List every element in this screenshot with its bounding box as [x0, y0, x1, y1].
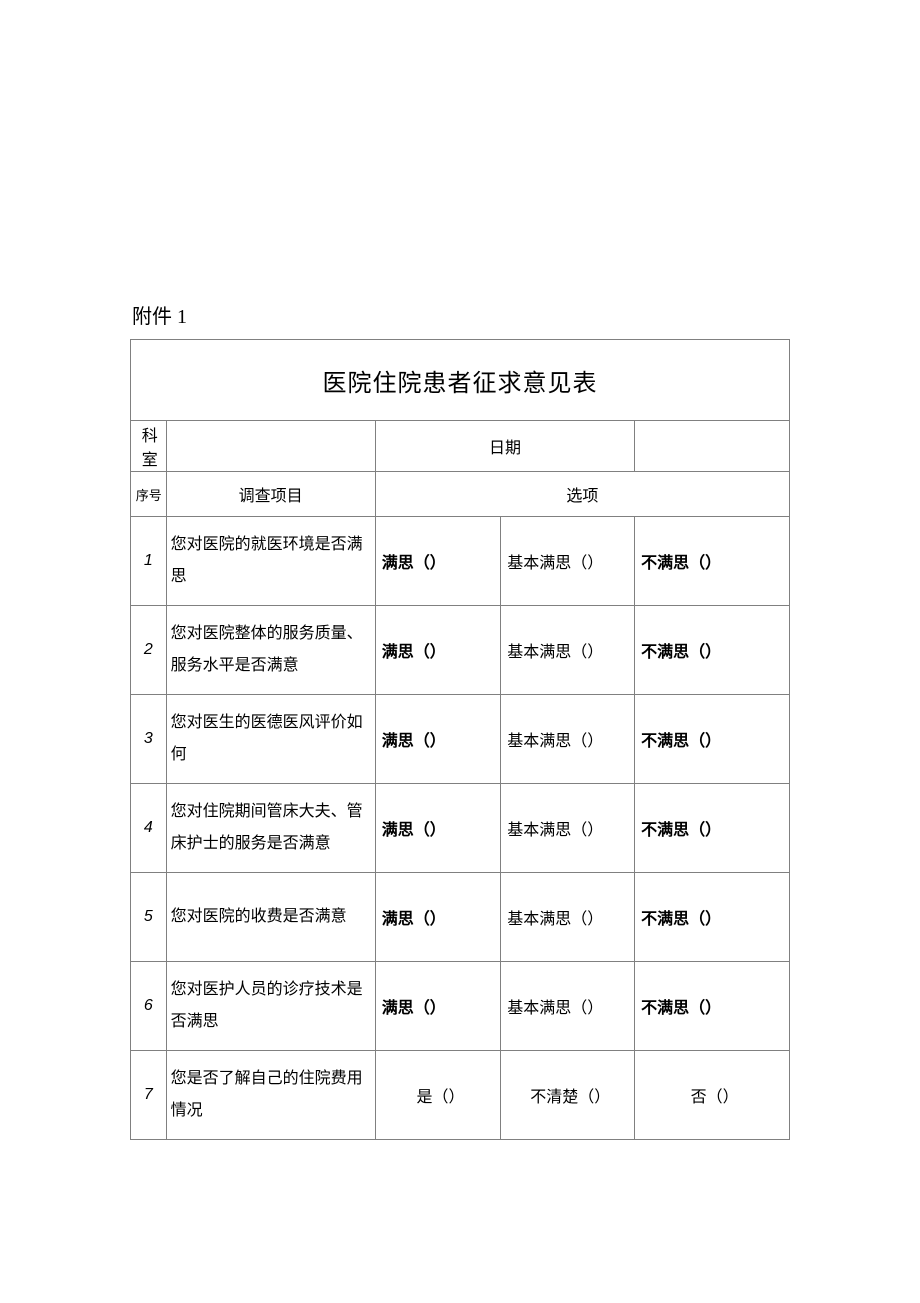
- row-number: 4: [131, 784, 167, 873]
- row-number: 5: [131, 873, 167, 962]
- header-row: 序号 调查项目 选项: [131, 472, 790, 517]
- table-row: 4您对住院期间管床大夫、管床护士的服务是否满意满思（）基本满思（）不满思（）: [131, 784, 790, 873]
- option-cell[interactable]: 满思（）: [375, 606, 501, 695]
- table-row: 1您对医院的就医环境是否满思满思（）基本满思（）不满思（）: [131, 517, 790, 606]
- dept-value[interactable]: [166, 421, 375, 472]
- option-cell[interactable]: 不满思（）: [635, 517, 790, 606]
- survey-question: 您对住院期间管床大夫、管床护士的服务是否满意: [166, 784, 375, 873]
- seq-header: 序号: [131, 472, 167, 517]
- title-row: 医院住院患者征求意见表: [131, 340, 790, 421]
- survey-question: 您对医院的就医环境是否满思: [166, 517, 375, 606]
- option-cell[interactable]: 基本满思（）: [501, 784, 635, 873]
- option-cell[interactable]: 是（）: [375, 1051, 501, 1140]
- option-cell[interactable]: 不满思（）: [635, 962, 790, 1051]
- row-number: 1: [131, 517, 167, 606]
- option-cell[interactable]: 不满思（）: [635, 606, 790, 695]
- attachment-label: 附件 1: [130, 300, 790, 329]
- item-header: 调查项目: [166, 472, 375, 517]
- option-cell[interactable]: 满思（）: [375, 962, 501, 1051]
- option-cell[interactable]: 满思（）: [375, 784, 501, 873]
- document-page: 附件 1 医院住院患者征求意见表 科室 日期 序号 调查项目 选项 1您对医院的…: [0, 0, 920, 1303]
- meta-row: 科室 日期: [131, 421, 790, 472]
- table-row: 7您是否了解自己的住院费用情况是（）不清楚（）否（）: [131, 1051, 790, 1140]
- option-cell[interactable]: 满思（）: [375, 695, 501, 784]
- survey-question: 您对医护人员的诊疗技术是否满思: [166, 962, 375, 1051]
- row-number: 7: [131, 1051, 167, 1140]
- date-value[interactable]: [635, 421, 790, 472]
- option-cell[interactable]: 满思（）: [375, 873, 501, 962]
- table-row: 2您对医院整体的服务质量、服务水平是否满意满思（）基本满思（）不满思（）: [131, 606, 790, 695]
- option-cell[interactable]: 不满思（）: [635, 695, 790, 784]
- survey-question: 您对医生的医德医风评价如何: [166, 695, 375, 784]
- option-cell[interactable]: 基本满思（）: [501, 873, 635, 962]
- survey-question: 您对医院的收费是否满意: [166, 873, 375, 962]
- option-cell[interactable]: 不清楚（）: [501, 1051, 635, 1140]
- table-row: 5您对医院的收费是否满意满思（）基本满思（）不满思（）: [131, 873, 790, 962]
- option-cell[interactable]: 基本满思（）: [501, 517, 635, 606]
- option-cell[interactable]: 不满思（）: [635, 873, 790, 962]
- dept-label: 科室: [131, 421, 167, 472]
- survey-question: 您对医院整体的服务质量、服务水平是否满意: [166, 606, 375, 695]
- form-title: 医院住院患者征求意见表: [131, 340, 790, 421]
- option-cell[interactable]: 基本满思（）: [501, 695, 635, 784]
- option-cell[interactable]: 满思（）: [375, 517, 501, 606]
- options-header: 选项: [375, 472, 789, 517]
- row-number: 6: [131, 962, 167, 1051]
- date-label: 日期: [375, 421, 634, 472]
- table-row: 6您对医护人员的诊疗技术是否满思满思（）基本满思（）不满思（）: [131, 962, 790, 1051]
- survey-table: 医院住院患者征求意见表 科室 日期 序号 调查项目 选项 1您对医院的就医环境是…: [130, 339, 790, 1140]
- row-number: 3: [131, 695, 167, 784]
- option-cell[interactable]: 基本满思（）: [501, 606, 635, 695]
- row-number: 2: [131, 606, 167, 695]
- option-cell[interactable]: 否（）: [635, 1051, 790, 1140]
- option-cell[interactable]: 基本满思（）: [501, 962, 635, 1051]
- option-cell[interactable]: 不满思（）: [635, 784, 790, 873]
- survey-question: 您是否了解自己的住院费用情况: [166, 1051, 375, 1140]
- table-row: 3您对医生的医德医风评价如何满思（）基本满思（）不满思（）: [131, 695, 790, 784]
